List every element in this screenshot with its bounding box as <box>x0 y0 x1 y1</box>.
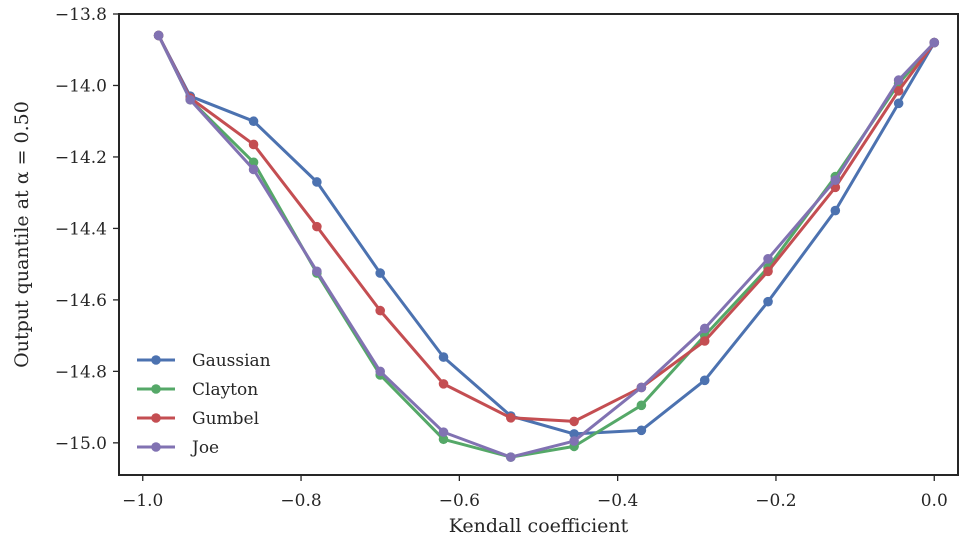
data-point <box>636 400 647 411</box>
legend-item: Joe <box>137 438 219 458</box>
data-point <box>375 305 385 316</box>
data-point <box>248 139 259 150</box>
data-point <box>438 434 449 445</box>
x-axis-label: Kendall coefficient <box>449 515 629 537</box>
y-tick-label: −13.8 <box>55 5 107 25</box>
data-point <box>569 416 579 427</box>
y-axis-label: Output quantile at α = 0.50 <box>11 101 33 368</box>
data-point <box>763 296 773 307</box>
data-point <box>830 175 841 185</box>
y-tick-label: −15.0 <box>55 434 107 454</box>
data-point <box>438 427 449 437</box>
series-line <box>157 34 936 423</box>
data-point <box>312 221 322 232</box>
data-point <box>185 94 196 105</box>
data-point <box>893 75 904 85</box>
data-point <box>248 116 259 127</box>
x-tick-label: −0.6 <box>439 491 480 511</box>
series-gaussian <box>153 30 940 439</box>
tick-marks <box>113 13 935 481</box>
legend-item: Gumbel <box>137 409 259 429</box>
data-point <box>893 98 904 109</box>
data-point <box>312 266 322 277</box>
legend-label: Joe <box>190 438 219 458</box>
legend-label: Gumbel <box>192 409 259 429</box>
data-point <box>569 436 579 446</box>
series-joe <box>153 30 940 462</box>
x-tick-label: −0.4 <box>597 491 638 511</box>
y-tick-label: −14.2 <box>55 148 107 168</box>
series-clayton <box>153 30 940 462</box>
data-point <box>830 205 841 216</box>
data-point <box>636 382 647 393</box>
series-line <box>157 34 936 459</box>
data-point <box>699 336 710 346</box>
x-tick-label: 0.0 <box>921 491 948 511</box>
data-point <box>636 425 647 436</box>
data-point <box>699 323 710 334</box>
legend: Gaussian Clayton Gumbel Joe <box>137 351 271 458</box>
y-tick-label: −14.4 <box>55 219 107 239</box>
data-point <box>893 86 904 96</box>
legend-marker <box>151 442 161 452</box>
legend-marker <box>151 384 161 394</box>
data-point <box>505 413 516 423</box>
data-point <box>699 375 710 386</box>
data-point <box>569 429 579 439</box>
series-line <box>157 34 936 436</box>
legend-label: Clayton <box>192 380 258 400</box>
legend-label: Gaussian <box>192 351 271 371</box>
data-point <box>153 30 164 41</box>
legend-item: Clayton <box>137 380 258 400</box>
plot-lines <box>153 30 940 462</box>
data-point <box>375 366 385 377</box>
data-point <box>312 177 322 187</box>
data-point <box>248 164 259 175</box>
y-tick-label: −14.6 <box>55 291 107 311</box>
axes-frame <box>118 13 959 476</box>
legend-marker <box>151 413 161 423</box>
data-point <box>763 266 773 277</box>
data-point <box>505 452 516 462</box>
y-tick-label: −14.8 <box>55 362 107 382</box>
y-tick-label: −14.0 <box>55 76 107 96</box>
x-tick-label: −0.8 <box>280 491 321 511</box>
legend-marker <box>151 355 161 365</box>
series-line <box>157 34 936 459</box>
x-tick-label: −0.2 <box>755 491 796 511</box>
x-tick-label: −1.0 <box>122 491 163 511</box>
data-point <box>438 352 449 362</box>
data-point <box>929 37 940 48</box>
data-point <box>438 379 449 389</box>
data-point <box>763 253 773 264</box>
data-point <box>375 268 385 278</box>
legend-item: Gaussian <box>137 351 271 371</box>
